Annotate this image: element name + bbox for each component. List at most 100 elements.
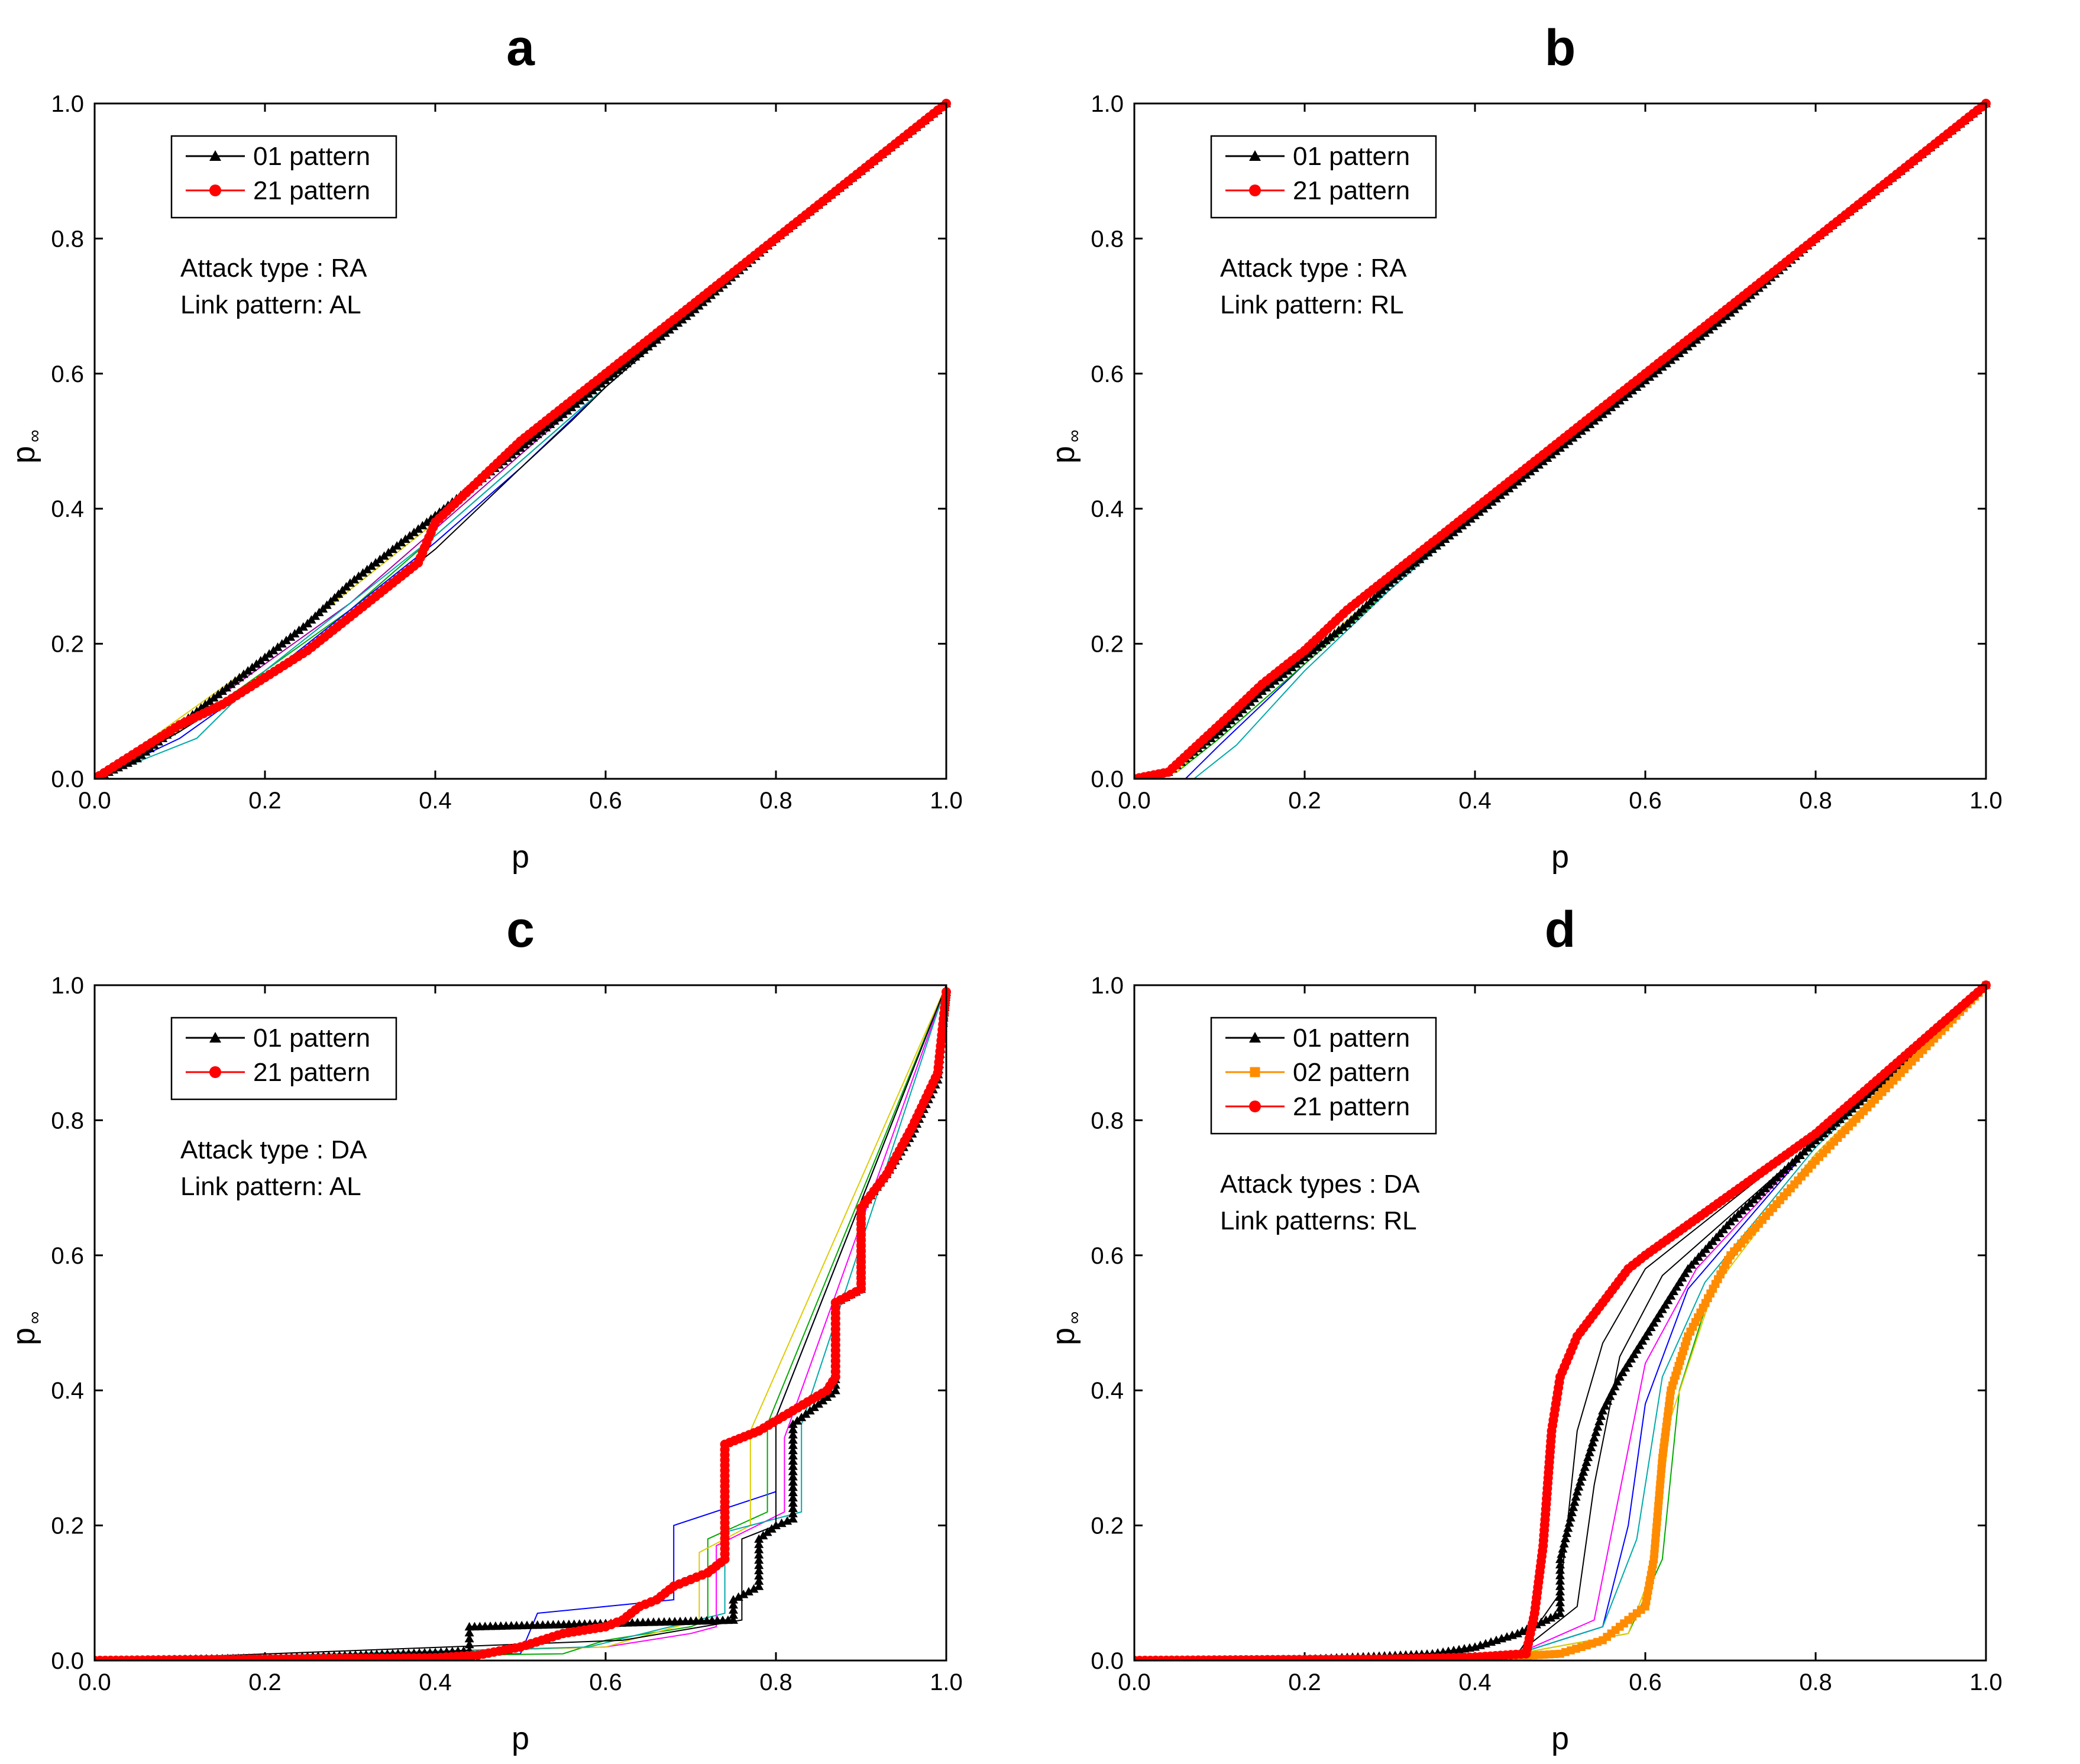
data-point [1584,1448,1594,1456]
annotation-text: Link pattern: AL [180,1172,361,1201]
legend-marker [209,185,221,196]
data-point [626,355,636,364]
annotation-text: Link pattern: RL [1220,290,1404,319]
y-tick-label: 0.2 [51,1513,84,1539]
annotation-text: Attack type : RA [180,254,367,283]
data-point [1574,1482,1584,1491]
data-point [1653,365,1663,374]
data-point [1564,1518,1574,1527]
data-point [788,1477,798,1486]
data-point [1560,439,1570,449]
data-point [1474,507,1484,516]
y-tick-label: 1.0 [51,973,84,999]
data-point [1551,446,1561,455]
chart-b: b0.0 0.2 0.4 0.6 0.8 1.00.00.20.40.60.81.0pp∞… [1046,20,2003,875]
legend-marker [209,150,221,161]
data-point [1483,500,1493,509]
data-point [1440,534,1450,543]
legend-label: 21 pattern [253,1058,370,1087]
data-point [1518,1626,1527,1635]
data-point [290,629,300,637]
data-point [1316,639,1327,648]
data-point [1581,423,1591,432]
data-point [1583,1452,1593,1461]
data-point [729,1595,738,1604]
y-tick-label: 0.6 [1091,361,1124,387]
data-point [788,1514,798,1523]
x-tick-label: 1.0 [1969,788,2003,814]
panel-d: d 0.0 0.2 0.4 0.6 0.8 1.0 0.0 0.2 0.4 0.6 0.8 1.0 p p ∞… [1040,882,2079,1763]
data-point [1555,1571,1565,1579]
data-point [1721,311,1731,321]
x-tick-label: 0.4 [419,1669,452,1695]
data-point [137,750,147,759]
plot-area [1134,980,1991,1661]
data-point [648,338,658,347]
legend-marker [209,1032,221,1043]
data-point [754,1539,764,1548]
data-point [1670,352,1680,361]
data-point [554,413,564,422]
data-point [132,753,142,763]
legend-label: 01 pattern [253,1024,370,1053]
run-line-3 [95,985,947,1661]
y-tick-label: 0.8 [51,226,84,252]
data-point [788,1461,798,1470]
y-tick-label: 0.6 [51,1243,84,1269]
data-point [754,1576,764,1585]
data-point [669,321,679,331]
plot-area [95,985,951,1661]
chart-title: d [1545,901,1576,958]
data-point [1279,669,1288,678]
data-point [588,386,598,394]
legend-marker [1249,1032,1261,1043]
y-tick-label: 1.0 [1091,973,1124,999]
y-tick-label: 0.4 [1091,496,1124,522]
legend-marker [1249,150,1261,161]
legend-box [170,1017,397,1101]
data-point [1596,1411,1606,1420]
data-point [1541,1615,1551,1624]
legend-label: 02 pattern [1293,1058,1410,1087]
data-point [1628,386,1638,394]
legend: 01 pattern 02 pattern 21 pattern [1210,1017,1437,1135]
legend-label: 21 pattern [253,176,370,205]
data-point [1270,676,1280,685]
data-point [464,1627,474,1637]
data-point [592,382,602,391]
data-point [1555,1597,1565,1607]
data-point [1632,382,1642,391]
x-axis-label: p [1551,839,1569,875]
data-point [788,1425,798,1433]
data-point [1555,1603,1565,1612]
data-point [788,1503,798,1512]
data-point [209,692,219,702]
series-markers-21-pattern [95,987,951,1661]
data-point [1444,530,1454,540]
data-point [788,1440,798,1449]
annotation-text: Link patterns: RL [1220,1206,1417,1235]
data-point [729,1615,738,1624]
data-point [1677,1273,1687,1282]
data-point [1308,646,1318,655]
data-point [1329,629,1340,637]
data-point [1581,1457,1591,1467]
data-point [1287,662,1297,671]
legend-marker [1250,1067,1260,1077]
data-point [128,756,137,765]
data-point [524,436,534,445]
x-tick-label: 0.2 [1288,788,1321,814]
data-point [613,365,623,374]
data-point [1593,1422,1603,1431]
data-point [1577,426,1586,435]
data-point [388,544,397,554]
y-tick-label: 1.0 [1091,91,1124,117]
data-point [782,1516,792,1525]
data-point [277,639,287,648]
data-point [1649,1318,1659,1327]
data-point [1534,459,1544,469]
data-point [788,1435,798,1444]
y-axis-label-main: p [6,446,41,464]
data-point [788,1467,798,1475]
data-point [617,362,627,371]
